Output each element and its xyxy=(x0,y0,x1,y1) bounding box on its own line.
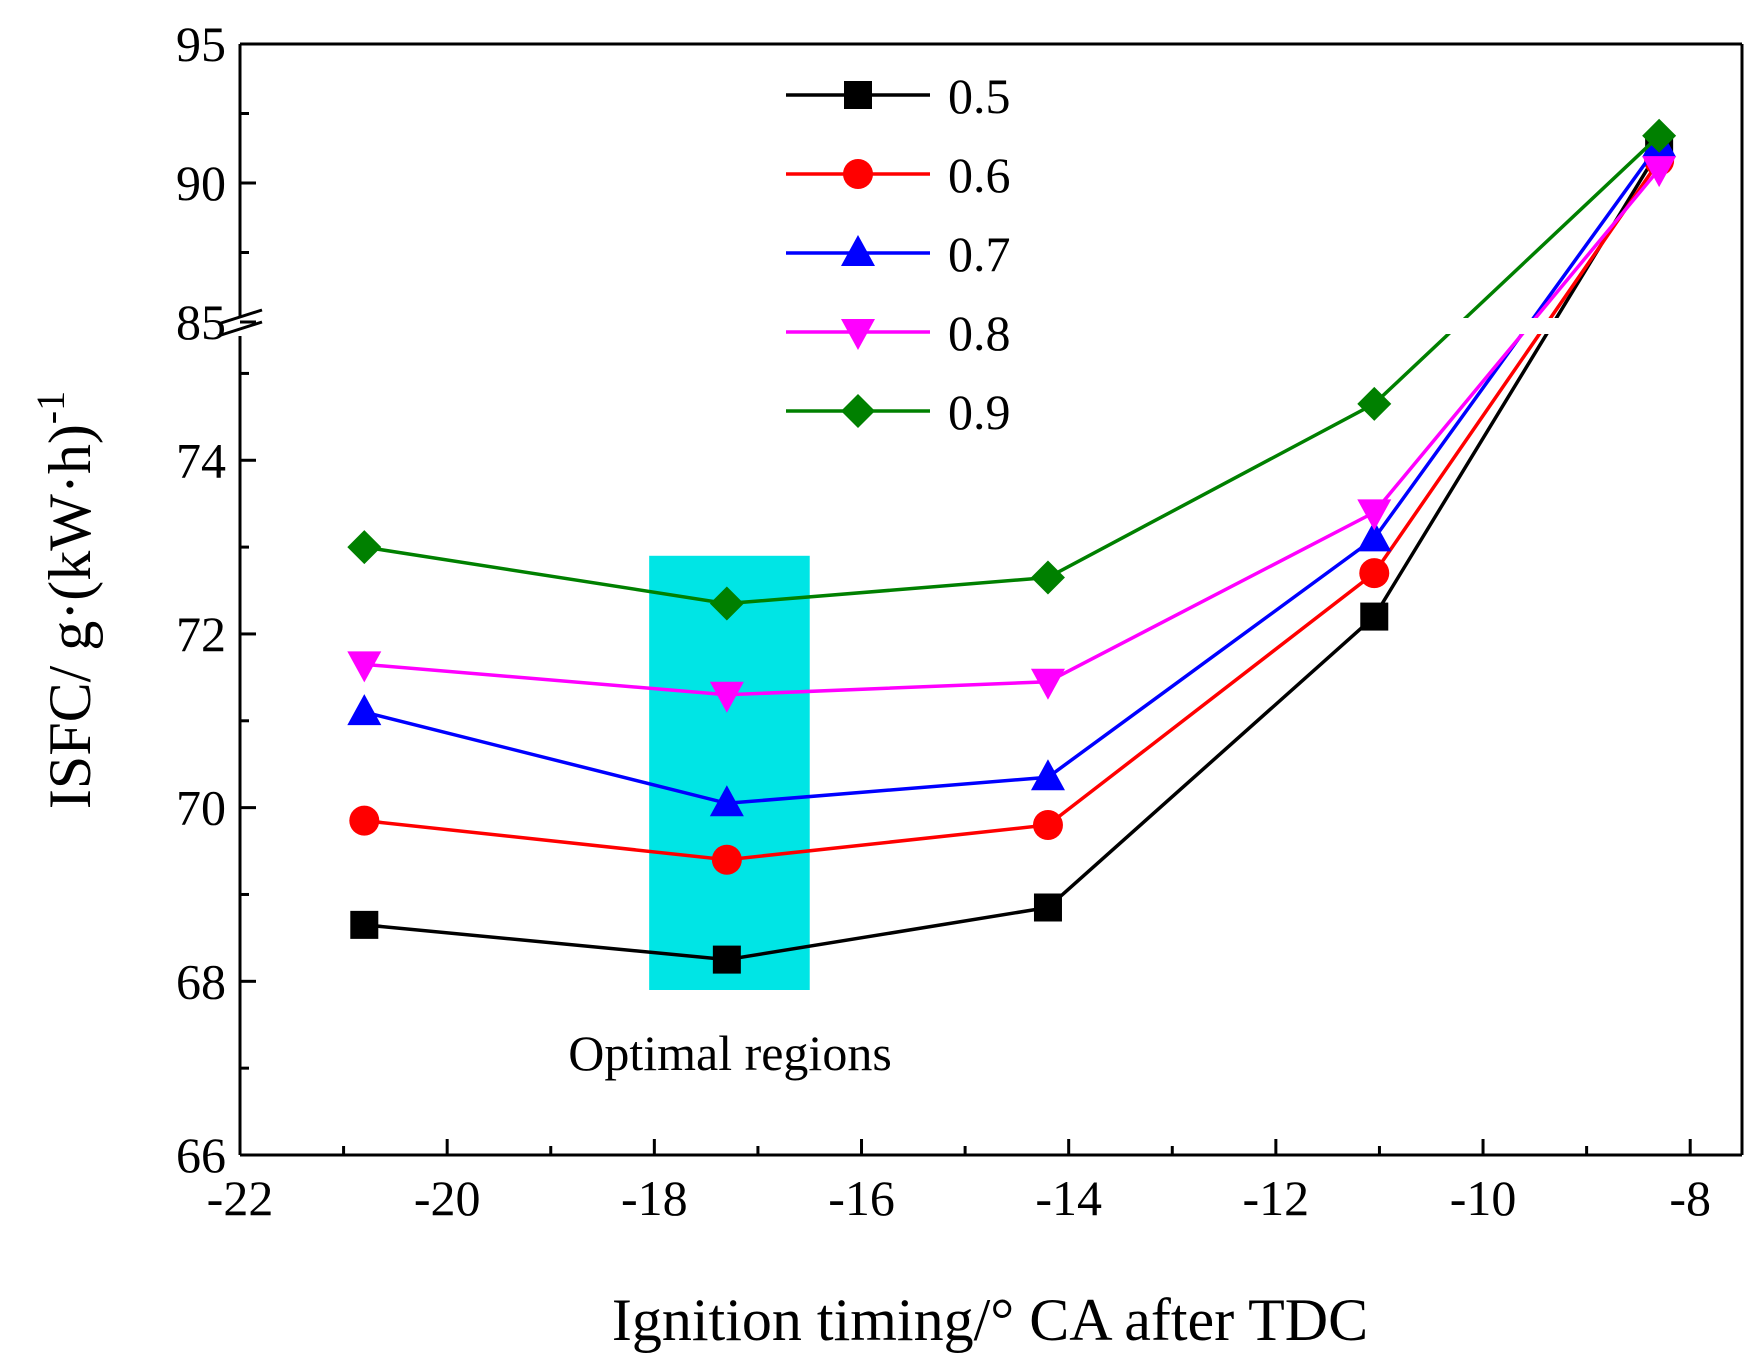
series-line-0.5 xyxy=(364,148,1661,962)
legend-item-0.9: 0.9 xyxy=(786,384,1011,440)
series-0.5 xyxy=(350,135,1674,974)
data-point-0.9-0 xyxy=(347,530,382,565)
x-tick-label: -10 xyxy=(1450,1170,1517,1226)
y-axis-title-superscript: -1 xyxy=(28,391,73,424)
y-tick-label: 74 xyxy=(176,432,226,488)
y-tick-label: 95 xyxy=(176,16,226,72)
data-point-0.8-0 xyxy=(347,651,382,683)
legend-label: 0.5 xyxy=(948,68,1011,124)
y-tick-label: 85 xyxy=(176,294,226,350)
series-0.9 xyxy=(347,118,1677,621)
series-line-0.6 xyxy=(364,159,1661,862)
axis-break-mark xyxy=(217,308,263,326)
data-point-0.9-3 xyxy=(1357,386,1392,421)
legend-marker xyxy=(841,319,875,350)
data-point-0.8-2 xyxy=(1030,668,1065,700)
x-tick-label: -16 xyxy=(828,1170,895,1226)
data-point-0.9-2 xyxy=(1030,560,1065,595)
series-layer xyxy=(347,118,1677,974)
legend-label: 0.9 xyxy=(948,384,1011,440)
series-line-0.8 xyxy=(364,167,1661,697)
legend-label: 0.7 xyxy=(948,226,1011,282)
series-0.7 xyxy=(347,126,1677,817)
data-point-0.7-2 xyxy=(1030,759,1065,791)
annotation-optimal-regions: Optimal regions xyxy=(568,1025,892,1081)
data-point-0.6-1 xyxy=(711,844,742,875)
data-point-0.6-3 xyxy=(1359,558,1390,589)
data-point-0.5-3 xyxy=(1360,602,1389,631)
y-tick-label: 72 xyxy=(176,606,226,662)
y-tick-label: 66 xyxy=(176,1127,226,1183)
series-line-0.7 xyxy=(363,143,1661,806)
data-point-0.8-1 xyxy=(709,681,744,713)
legend-marker xyxy=(841,235,875,266)
x-axis-title: Ignition timing/° CA after TDC xyxy=(612,1287,1368,1353)
y-tick-label: 90 xyxy=(176,155,226,211)
legend-label: 0.8 xyxy=(948,305,1011,361)
data-point-0.8-4 xyxy=(1642,156,1677,188)
series-line-0.9 xyxy=(364,134,1661,606)
y-tick-label: 70 xyxy=(176,780,226,836)
x-tick-label: -18 xyxy=(621,1170,688,1226)
data-point-0.6-0 xyxy=(349,805,380,836)
legend-item-0.5: 0.5 xyxy=(786,68,1011,124)
data-point-0.5-2 xyxy=(1033,893,1062,922)
legend-marker xyxy=(841,394,875,428)
axis-break-mark xyxy=(217,320,263,338)
axes-layer: -22 -20 -18 -16 -14 -12 -10 -8 66 68 70 72 74 85 90 95 xyxy=(176,16,1744,1226)
data-point-0.9-1 xyxy=(709,586,744,621)
x-tick-label: -12 xyxy=(1243,1170,1310,1226)
y-tick-label: 68 xyxy=(176,953,226,1009)
data-point-0.7-1 xyxy=(709,785,744,817)
x-tick-label: -22 xyxy=(207,1170,274,1226)
legend-marker xyxy=(844,81,872,109)
legend-marker xyxy=(843,159,873,189)
legend: 0.5 0.6 0.7 0.8 0.9 xyxy=(786,68,1011,440)
highlight-region-layer xyxy=(649,555,810,990)
series-0.6 xyxy=(349,145,1675,875)
legend-item-0.8: 0.8 xyxy=(786,305,1011,361)
x-tick-label: -14 xyxy=(1035,1170,1102,1226)
data-point-0.5-1 xyxy=(712,945,741,974)
x-tick-label: -8 xyxy=(1669,1170,1711,1226)
y-axis-title: ISFC/ g·(kW·h)-1 xyxy=(28,391,103,809)
data-point-0.7-0 xyxy=(347,694,382,726)
y-axis-title-main: ISFC/ g·(kW·h) xyxy=(37,424,103,809)
legend-item-0.7: 0.7 xyxy=(786,226,1011,282)
data-point-0.6-2 xyxy=(1032,810,1063,840)
legend-item-0.6: 0.6 xyxy=(786,147,1011,203)
data-point-0.8-3 xyxy=(1357,499,1392,531)
data-point-0.9-4 xyxy=(1642,118,1677,153)
data-point-0.7-3 xyxy=(1357,520,1392,552)
data-point-0.5-0 xyxy=(350,910,379,939)
series-0.8 xyxy=(347,156,1677,713)
legend-label: 0.6 xyxy=(948,147,1011,203)
axis-break-gap xyxy=(230,318,1742,334)
x-tick-label: -20 xyxy=(414,1170,481,1226)
highlight-region xyxy=(649,555,810,990)
